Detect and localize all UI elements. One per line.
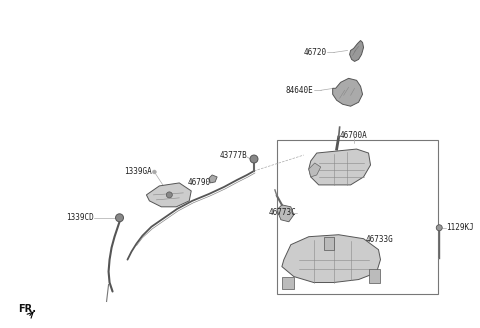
Text: 46700A: 46700A xyxy=(340,131,368,140)
Polygon shape xyxy=(324,237,334,250)
Text: 84640E: 84640E xyxy=(286,86,314,95)
Polygon shape xyxy=(309,149,371,185)
Polygon shape xyxy=(333,78,362,106)
Polygon shape xyxy=(209,175,217,183)
Polygon shape xyxy=(146,183,191,207)
Polygon shape xyxy=(282,277,294,289)
Circle shape xyxy=(152,170,156,174)
Polygon shape xyxy=(277,205,294,222)
Circle shape xyxy=(167,192,172,198)
Text: 46773C: 46773C xyxy=(269,208,297,217)
Bar xyxy=(277,140,438,295)
Polygon shape xyxy=(349,40,363,61)
Text: 1339GA: 1339GA xyxy=(124,168,151,176)
Polygon shape xyxy=(309,163,321,177)
Circle shape xyxy=(436,225,442,231)
Text: 1339CD: 1339CD xyxy=(66,213,94,222)
Polygon shape xyxy=(282,235,381,282)
Text: 43777B: 43777B xyxy=(219,151,247,159)
Circle shape xyxy=(116,214,123,222)
Polygon shape xyxy=(369,269,381,282)
Text: 46720: 46720 xyxy=(303,48,327,57)
Text: 1129KJ: 1129KJ xyxy=(446,223,474,232)
Circle shape xyxy=(250,155,258,163)
Text: 46733G: 46733G xyxy=(366,235,393,244)
Text: 46790: 46790 xyxy=(188,178,211,187)
Text: FR.: FR. xyxy=(18,304,36,315)
